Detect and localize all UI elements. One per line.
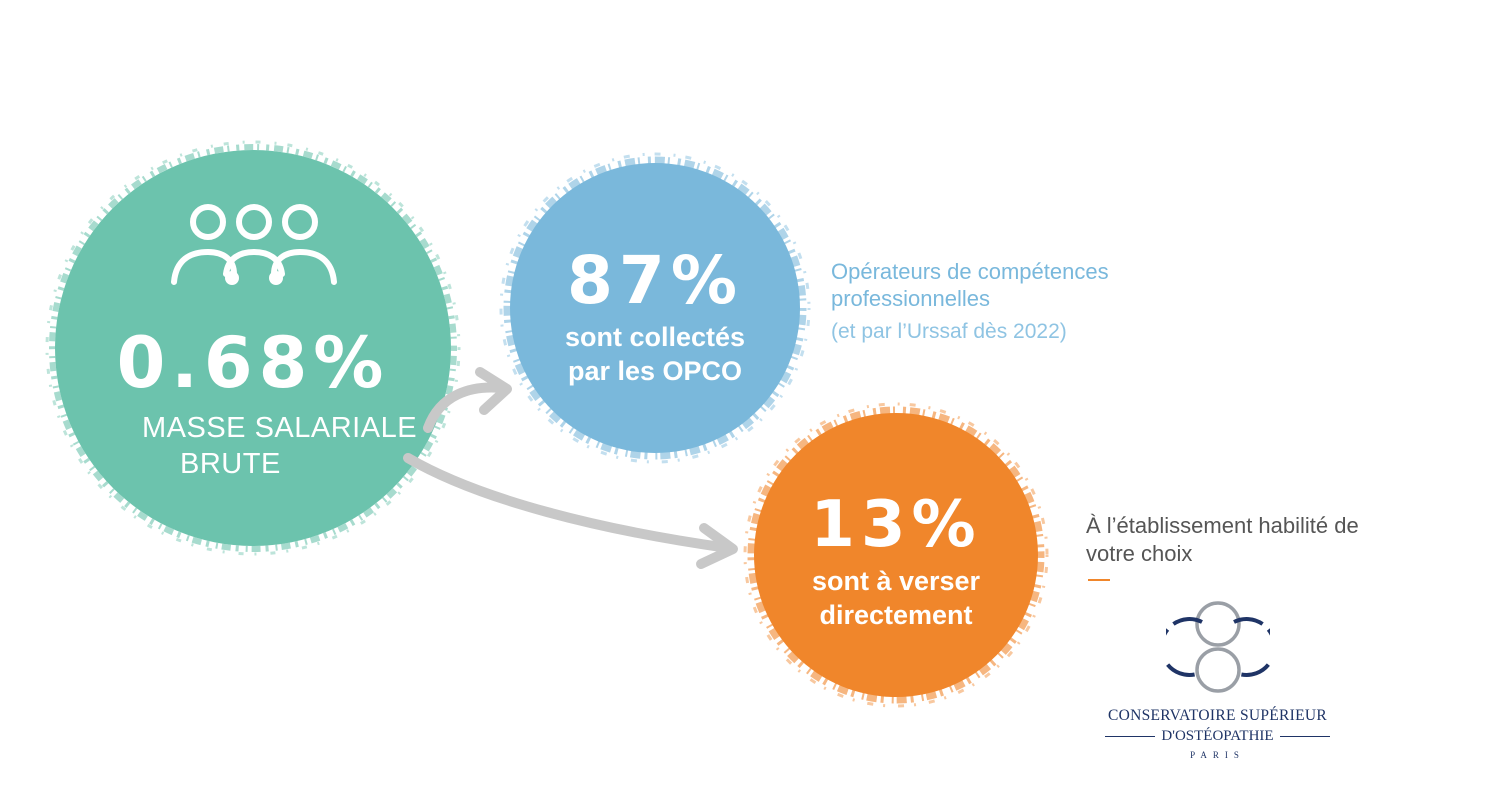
masse-salariale-label: MASSE SALARIALE — [142, 412, 418, 444]
orange-dash-divider — [1088, 579, 1110, 581]
opco-urssaf-note: (et par l’Urssaf dès 2022) — [831, 320, 1067, 343]
green-brush-texture — [45, 140, 461, 556]
logo-name-line2-text: D'OSTÉOPATHIE — [1161, 728, 1274, 744]
total-contribution-value: 0.68% — [116, 322, 390, 404]
direct-description: À l’établissement habilité de votre choi… — [1086, 513, 1359, 566]
interlocked-rings-logo — [1166, 601, 1270, 693]
opco-share-label-line2: par les OPCO — [567, 356, 743, 386]
opco-share-label: sont collectés par les OPCO — [510, 320, 800, 388]
opco-share-circle — [510, 163, 800, 453]
logo-city: PARIS — [1190, 750, 1245, 760]
opco-share-label-line1: sont collectés — [564, 322, 746, 352]
orange-brush-texture — [743, 402, 1049, 708]
opco-share-value: 87% — [567, 242, 743, 319]
logo-name-line1: CONSERVATOIRE SUPÉRIEUR — [1107, 707, 1328, 724]
brute-label: BRUTE — [180, 448, 281, 480]
logo-name-line2: D'OSTÉOPATHIE — [1095, 728, 1340, 745]
people-icon — [171, 204, 337, 285]
opco-description: Opérateurs de compétences professionnell… — [831, 259, 1109, 311]
direct-share-label: sont à verser directement — [754, 564, 1038, 632]
direct-share-label-line2: directement — [819, 600, 973, 630]
blue-brush-texture — [499, 152, 811, 464]
logo-rule-right — [1279, 736, 1330, 738]
direct-share-circle — [754, 413, 1038, 697]
total-contribution-circle — [55, 150, 451, 546]
arrow-to-direct-head — [696, 523, 738, 569]
logo-rule-left — [1105, 736, 1156, 738]
direct-share-value: 13% — [810, 488, 982, 562]
direct-share-label-line1: sont à verser — [811, 566, 981, 596]
